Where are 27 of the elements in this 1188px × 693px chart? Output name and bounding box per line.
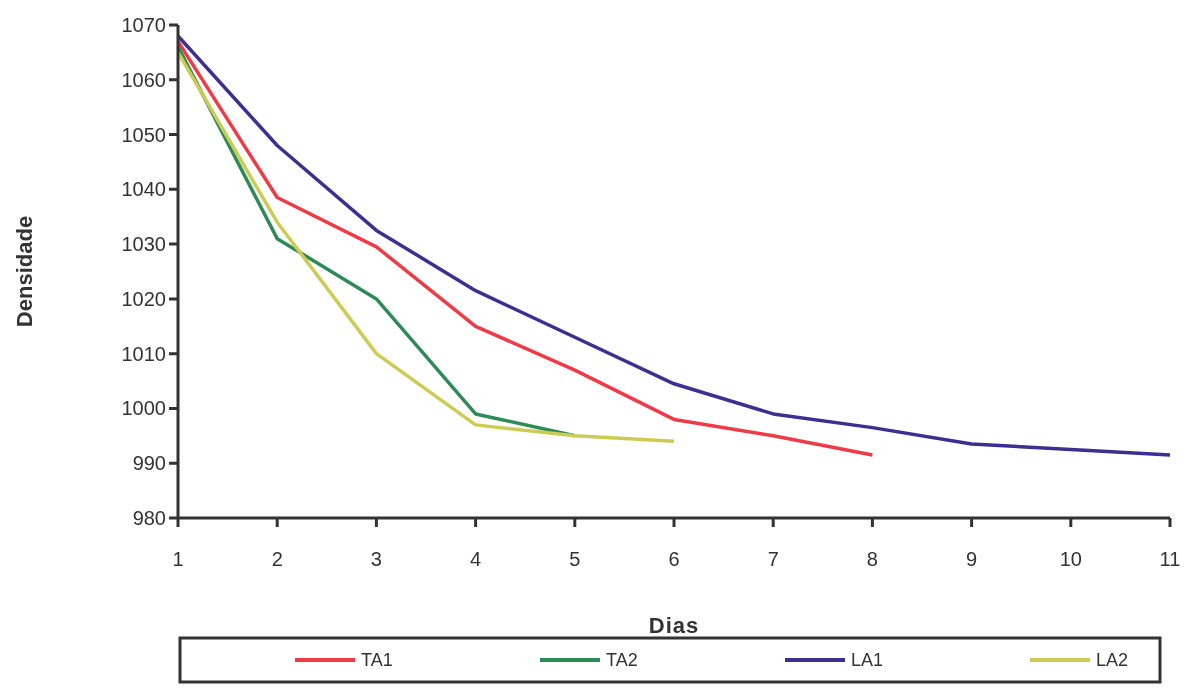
- y-axis-title: Densidade: [12, 215, 37, 328]
- legend-label: LA1: [851, 650, 884, 671]
- legend-label: LA2: [1096, 650, 1129, 671]
- y-tick-label: 1060: [121, 68, 166, 91]
- x-tick-label: 10: [1059, 548, 1082, 570]
- x-tick-label: 9: [966, 548, 978, 570]
- legend-label: TA2: [606, 650, 638, 671]
- x-axis-title: Dias: [648, 613, 700, 638]
- x-tick-label: 11: [1159, 548, 1181, 570]
- y-tick-label: 1050: [121, 123, 166, 146]
- x-tick-label: 4: [470, 548, 482, 570]
- x-tick-label: 5: [569, 548, 581, 570]
- x-tick-label: 6: [668, 548, 680, 570]
- legend-label: TA1: [361, 650, 393, 671]
- y-tick-label: 1070: [121, 14, 166, 36]
- x-tick-label: 8: [866, 548, 878, 570]
- y-tick-label: 1040: [121, 178, 166, 201]
- x-tick-label: 2: [271, 548, 283, 570]
- y-tick-label: 1010: [121, 342, 166, 365]
- y-tick-label: 980: [132, 507, 166, 529]
- y-tick-label: 1030: [121, 233, 166, 256]
- y-tick-label: 1000: [121, 397, 166, 420]
- y-tick-label: 1020: [121, 287, 166, 310]
- y-tick-label: 990: [132, 452, 166, 475]
- x-tick-label: 3: [370, 548, 382, 570]
- x-tick-label: 7: [767, 548, 779, 570]
- x-tick-label: 1: [172, 548, 184, 570]
